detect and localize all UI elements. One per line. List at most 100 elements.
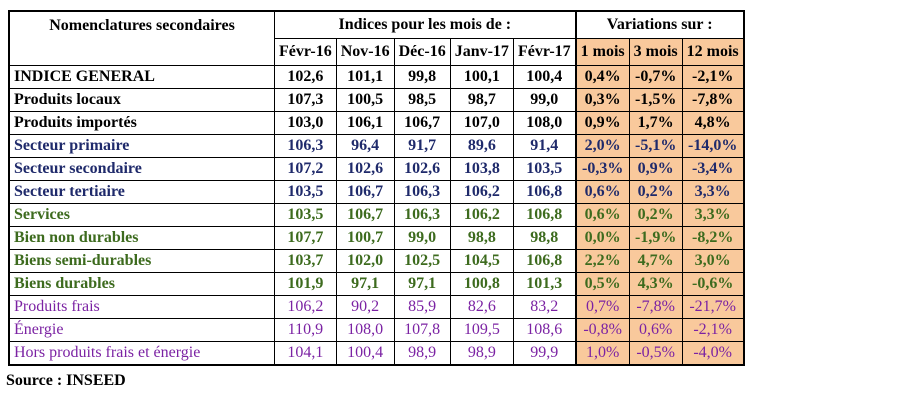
index-cell: 103,8 <box>449 157 514 181</box>
table-body: INDICE GENERAL 102,6 101,1 99,8 100,1 100,4 0,… <box>8 65 745 366</box>
variation-cell: 0,9% <box>628 157 683 181</box>
index-cell: 100,5 <box>335 88 395 112</box>
variation-cell: 2,0% <box>574 134 630 158</box>
index-cell: 101,3 <box>512 272 577 296</box>
row-label: Produits importés <box>8 111 275 135</box>
index-cell: 110,9 <box>274 318 337 342</box>
column-header: Déc-16 <box>393 38 451 66</box>
index-cell: 106,3 <box>274 134 337 158</box>
index-cell: 107,2 <box>274 157 337 181</box>
variation-cell: 0,9% <box>574 111 630 135</box>
index-cell: 106,8 <box>512 203 577 227</box>
row-label: Énergie <box>8 318 275 342</box>
row-label: INDICE GENERAL <box>8 65 275 89</box>
index-cell: 106,7 <box>335 203 395 227</box>
variation-cell: 0,6% <box>574 180 630 204</box>
variation-cell: 3,3% <box>681 180 745 204</box>
variation-cell: 0,6% <box>574 203 630 227</box>
table-row: Biens semi-durables 103,7 102,0 102,5 104,5 1… <box>8 249 745 273</box>
index-cell: 106,8 <box>512 249 577 273</box>
variation-cell: -21,7% <box>681 295 745 319</box>
variation-cell: -0,5% <box>628 341 683 366</box>
table-row: Énergie 110,9 108,0 107,8 109,5 108,6 -0,8% 0,6… <box>8 318 745 342</box>
group-variations: Variations sur : <box>574 10 745 39</box>
row-label: Secteur tertiaire <box>8 180 275 204</box>
index-cell: 98,8 <box>512 226 577 250</box>
variation-cell: -3,4% <box>681 157 745 181</box>
variation-cell: 0,6% <box>628 318 683 342</box>
variation-cell: -5,1% <box>628 134 683 158</box>
column-header: Nov-16 <box>335 38 395 66</box>
index-cell: 103,5 <box>512 157 577 181</box>
table-row: Secteur secondaire 107,2 102,6 102,6 103,8 10… <box>8 157 745 181</box>
row-label: Secteur secondaire <box>8 157 275 181</box>
index-cell: 106,2 <box>274 295 337 319</box>
variation-cell: 4,8% <box>681 111 745 135</box>
column-header: Févr-17 <box>512 38 577 66</box>
table-row: Produits importés 103,0 106,1 106,7 107,0 108… <box>8 111 745 135</box>
table-row: Secteur tertiaire 103,5 106,7 106,3 106,2 106… <box>8 180 745 204</box>
index-cell: 100,4 <box>512 65 577 89</box>
index-cell: 103,5 <box>274 203 337 227</box>
index-cell: 100,4 <box>335 341 395 366</box>
variation-cell: 1,7% <box>628 111 683 135</box>
index-cell: 98,7 <box>449 88 514 112</box>
index-cell: 82,6 <box>449 295 514 319</box>
index-cell: 90,2 <box>335 295 395 319</box>
table-row: Bien non durables 107,7 100,7 99,0 98,8 98,8 0… <box>8 226 745 250</box>
index-cell: 106,3 <box>393 203 451 227</box>
column-header: 1 mois <box>574 38 630 66</box>
index-cell: 102,0 <box>335 249 395 273</box>
table-row: Produits frais 106,2 90,2 85,9 82,6 83,2 0,7% -… <box>8 295 745 319</box>
variation-cell: -2,1% <box>681 318 745 342</box>
variation-cell: -8,2% <box>681 226 745 250</box>
index-cell: 108,0 <box>335 318 395 342</box>
index-table: Nomenclatures secondaires Indices pour l… <box>8 10 745 366</box>
variation-cell: -1,5% <box>628 88 683 112</box>
row-label: Biens durables <box>8 272 275 296</box>
variation-cell: -2,1% <box>681 65 745 89</box>
row-label: Hors produits frais et énergie <box>8 341 275 366</box>
index-cell: 106,2 <box>449 203 514 227</box>
variation-cell: 3,3% <box>681 203 745 227</box>
variation-cell: -1,9% <box>628 226 683 250</box>
table-head: Nomenclatures secondaires Indices pour l… <box>8 10 745 66</box>
header-row: Févr-16 Nov-16 Déc-16 Janv-17 Févr-17 1 mois 3… <box>9 38 745 66</box>
variation-cell: 2,2% <box>574 249 630 273</box>
variation-cell: -4,0% <box>681 341 745 366</box>
variation-cell: 3,0% <box>681 249 745 273</box>
index-cell: 108,6 <box>512 318 577 342</box>
table-row: Biens durables 101,9 97,1 97,1 100,8 101,3 0,5… <box>8 272 745 296</box>
index-cell: 107,0 <box>449 111 514 135</box>
index-cell: 99,0 <box>393 226 451 250</box>
index-cell: 98,9 <box>393 341 451 366</box>
index-cell: 103,5 <box>274 180 337 204</box>
variation-cell: 0,7% <box>574 295 630 319</box>
index-cell: 104,5 <box>449 249 514 273</box>
index-cell: 106,3 <box>393 180 451 204</box>
table-row: Secteur primaire 106,3 96,4 91,7 89,6 91,4 2,0… <box>8 134 745 158</box>
index-cell: 97,1 <box>335 272 395 296</box>
variation-cell: -0,6% <box>681 272 745 296</box>
index-cell: 83,2 <box>512 295 577 319</box>
row-label: Produits frais <box>8 295 275 319</box>
index-cell: 85,9 <box>393 295 451 319</box>
index-cell: 103,0 <box>274 111 337 135</box>
variation-cell: -14,0% <box>681 134 745 158</box>
index-cell: 107,8 <box>393 318 451 342</box>
index-cell: 100,7 <box>335 226 395 250</box>
variation-cell: 0,2% <box>628 203 683 227</box>
column-header: Janv-17 <box>449 38 514 66</box>
index-cell: 98,5 <box>393 88 451 112</box>
header-row: Nomenclatures secondaires Indices pour l… <box>8 10 745 66</box>
index-cell: 106,2 <box>449 180 514 204</box>
row-label: Bien non durables <box>8 226 275 250</box>
index-cell: 103,7 <box>274 249 337 273</box>
index-cell: 89,6 <box>449 134 514 158</box>
row-label: Biens semi-durables <box>8 249 275 273</box>
variation-cell: 0,5% <box>574 272 630 296</box>
index-cell: 102,5 <box>393 249 451 273</box>
index-cell: 106,1 <box>335 111 395 135</box>
index-cell: 102,6 <box>274 65 337 89</box>
